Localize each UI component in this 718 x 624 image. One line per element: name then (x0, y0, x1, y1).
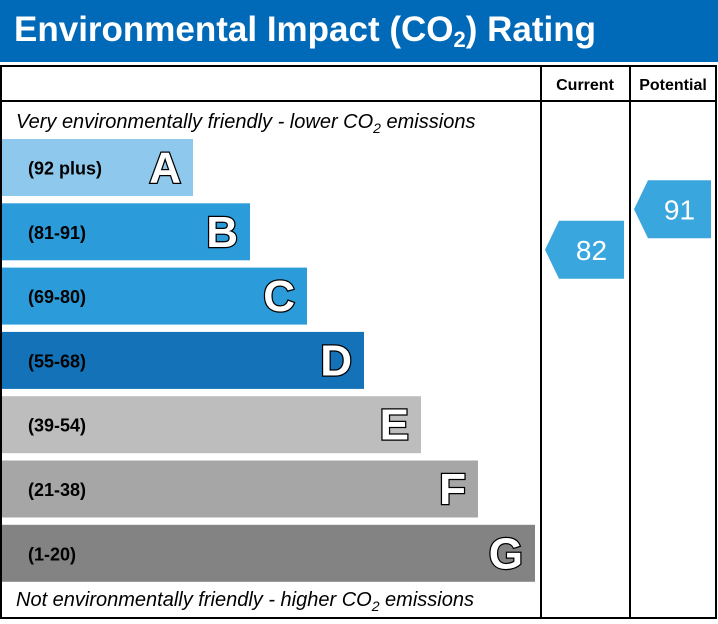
band-range-label: (92 plus) (28, 159, 102, 179)
band-e: (39-54) E (2, 396, 421, 454)
band-letter: A (149, 144, 181, 193)
band-bar-g (2, 524, 535, 582)
current-rating-marker: 82 (545, 220, 624, 279)
band-letter: B (206, 208, 238, 257)
band-f: (21-38) F (2, 460, 478, 518)
current-rating-value: 82 (576, 235, 607, 266)
band-letter: F (439, 465, 466, 514)
band-range-label: (69-80) (28, 287, 86, 307)
band-letter: G (489, 529, 523, 578)
potential-rating-value: 91 (664, 194, 695, 225)
band-bar-c (2, 267, 307, 325)
bottom-note: Not environmentally friendly - higher CO… (16, 589, 474, 614)
band-b: (81-91) B (2, 203, 250, 261)
header-bar: Environmental Impact (CO2) Rating (0, 0, 718, 62)
band-range-label: (55-68) (28, 351, 86, 371)
band-bar-b (2, 203, 250, 261)
chart-frame (0, 65, 717, 619)
potential-rating-arrow (634, 180, 711, 239)
band-g: (1-20) G (2, 524, 535, 582)
band-a: (92 plus) A (2, 139, 193, 196)
band-range-label: (21-38) (28, 480, 86, 500)
rating-bands: (92 plus) A (81-91) B (69-80) C (55-68) D (39-54… (2, 139, 535, 582)
current-column-header: Current (556, 77, 614, 94)
rating-chart-svg: Current Potential Very environmentally f… (0, 65, 717, 619)
rating-markers: 82 91 (545, 180, 711, 279)
chart-title: Environmental Impact (CO2) Rating (14, 10, 597, 52)
band-bar-e (2, 396, 421, 454)
band-bar-f (2, 460, 478, 518)
band-c: (69-80) C (2, 267, 307, 325)
band-range-label: (1-20) (28, 544, 76, 564)
potential-rating-marker: 91 (634, 180, 711, 239)
rating-chart: Current Potential Very environmentally f… (0, 65, 718, 624)
band-range-label: (81-91) (28, 223, 86, 243)
top-note: Very environmentally friendly - lower CO… (16, 111, 475, 136)
band-letter: E (380, 401, 409, 450)
band-range-label: (39-54) (28, 416, 86, 436)
band-bar-d (2, 331, 364, 389)
band-letter: C (263, 272, 295, 321)
band-d: (55-68) D (2, 331, 364, 389)
potential-column-header: Potential (639, 77, 707, 94)
band-bar-a (2, 139, 193, 196)
band-letter: D (320, 336, 352, 385)
current-rating-arrow (545, 220, 624, 279)
